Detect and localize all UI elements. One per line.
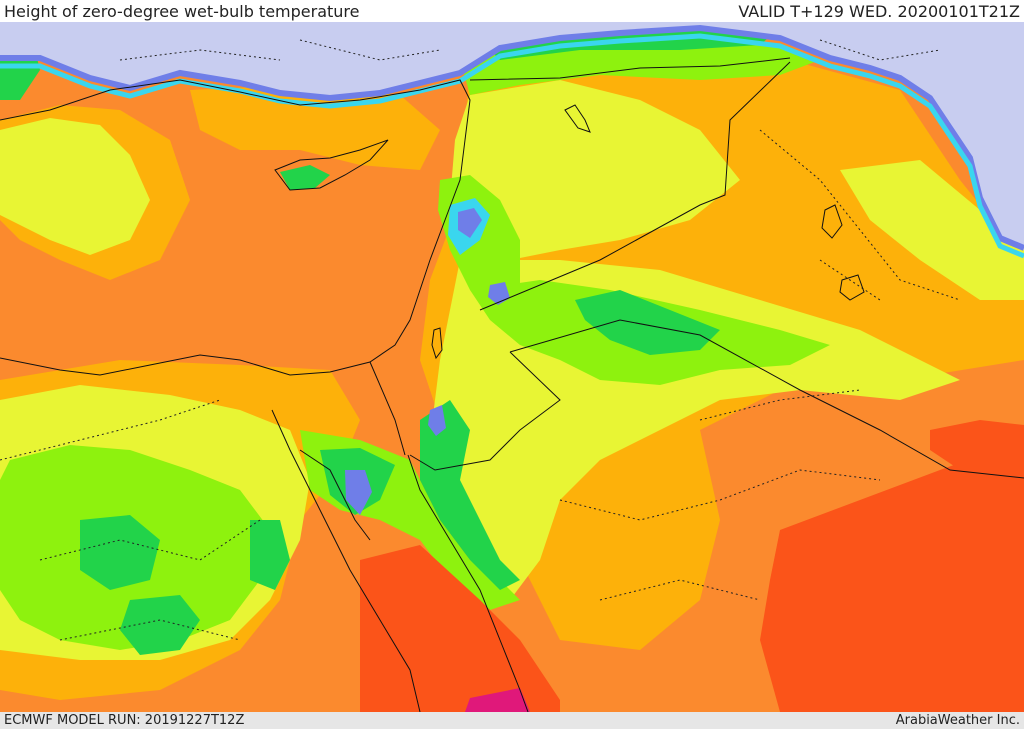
field-lowmid-cyprus — [280, 165, 330, 190]
dead-sea — [431, 327, 443, 360]
lake-assad — [564, 104, 591, 133]
coastline-red-sea-east — [407, 454, 529, 713]
header-bar: Height of zero-degree wet-bulb temperatu… — [0, 0, 1024, 22]
border-syria-turkey — [469, 57, 791, 81]
field-lowest-turkey — [0, 22, 1024, 250]
coastline-cyprus — [274, 139, 389, 191]
border-syria-iraq — [479, 61, 791, 311]
field-lowmid-aqaba — [420, 400, 520, 590]
field-highest-iraq — [930, 420, 1024, 480]
field-blue-rim — [0, 24, 1024, 251]
admin-border-iraq — [759, 129, 961, 301]
credit: ArabiaWeather Inc. — [895, 713, 1020, 728]
field-verylow-lebanon — [458, 208, 482, 238]
footer-bar: ECMWF MODEL RUN: 20191227T12Z ArabiaWeat… — [0, 712, 1024, 729]
admin-border-turkey — [119, 39, 941, 61]
lake-razzaza — [839, 274, 865, 301]
border-jordan-saudi — [409, 351, 561, 471]
coastline-red-sea-west — [271, 409, 421, 713]
field-verylow-sinai — [345, 470, 372, 515]
map-title: Height of zero-degree wet-bulb temperatu… — [4, 2, 360, 21]
admin-border-saudi — [559, 389, 881, 601]
field-highest-east — [760, 440, 1024, 712]
field-high-central-sea — [190, 85, 440, 170]
field-lowmid-jordan — [575, 290, 720, 355]
field-lowmid-egypt-a — [80, 515, 160, 590]
border-egypt-israel — [369, 361, 406, 456]
field-lowmid-egypt-b — [120, 595, 200, 655]
coastline-gulf-suez — [299, 449, 371, 541]
field-midhigh-east-coast — [840, 160, 1024, 300]
model-run: ECMWF MODEL RUN: 20191227T12Z — [4, 713, 245, 728]
valid-time: VALID T+129 WED. 20200101T21Z — [738, 2, 1020, 21]
field-midhigh-levant — [450, 80, 740, 260]
field-extreme-south — [465, 688, 530, 712]
lake-tharthar — [821, 204, 843, 239]
border-jordan-iraq — [509, 319, 1024, 479]
field-midhigh-north-sea — [0, 118, 150, 255]
field-cyan-rim — [0, 33, 1024, 259]
field-lowmid-egypt-c — [250, 520, 290, 590]
admin-border-egypt — [0, 399, 261, 641]
field-verylow-aqaba — [428, 405, 446, 436]
coastline-north — [0, 79, 471, 376]
